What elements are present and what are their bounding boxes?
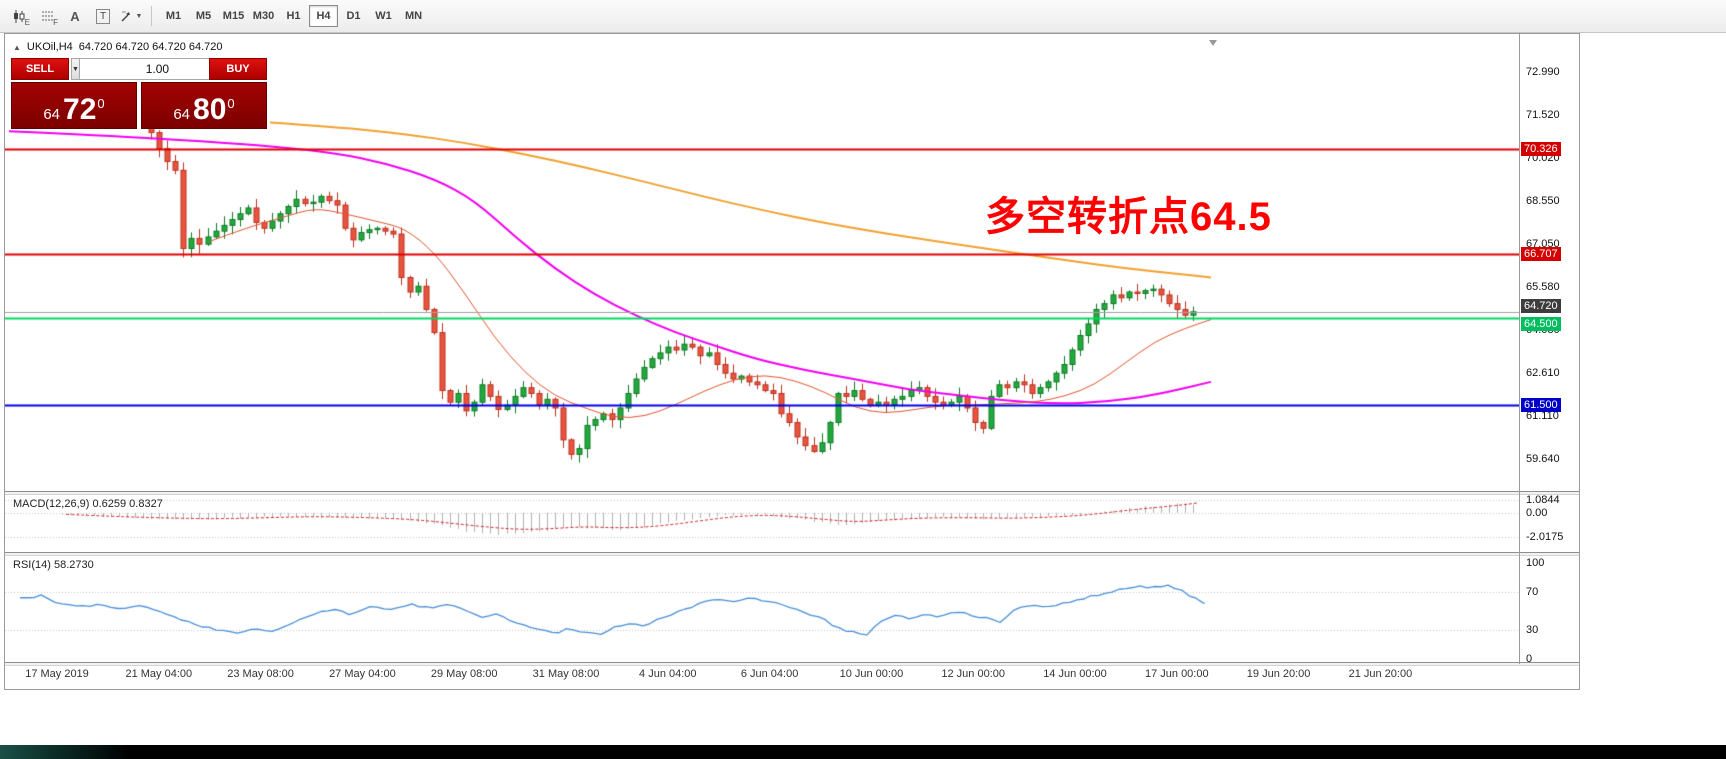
bid-price-box[interactable]: 64 72 0 (11, 82, 137, 129)
time-axis-label: 17 Jun 00:00 (1144, 668, 1209, 680)
icon-sub-label: E (24, 18, 30, 27)
bid-digits: 72 (63, 92, 97, 126)
toolbar: E F A T ▼ M1 M5 M15 M30 H1 H4 D1 W1 MN (0, 0, 1726, 33)
font-tool-icon[interactable]: A (62, 4, 88, 28)
bar-glyph (41, 11, 53, 20)
cursor-lines-glyph (121, 11, 130, 22)
price-tag-66.707: 66.707 (1521, 247, 1561, 262)
dropdown-caret-icon: ▼ (135, 12, 143, 20)
timeframe-button-d1[interactable]: D1 (339, 5, 368, 27)
ask-price-box[interactable]: 64 80 0 (141, 82, 267, 129)
candlestick-style-icon[interactable]: E (6, 4, 32, 28)
timeframe-group: M1 M5 M15 M30 H1 H4 D1 W1 MN (159, 5, 428, 27)
text-label-tool-icon[interactable]: T (90, 4, 116, 28)
candlestick-glyph (13, 9, 24, 23)
rsi-axis-label: 100 (1526, 557, 1545, 569)
price-axis-label: 68.550 (1526, 194, 1560, 207)
time-axis-label: 4 Jun 04:00 (639, 668, 697, 680)
price-axis-separator (1519, 34, 1520, 664)
rsi-indicator-label: RSI(14) 58.2730 (13, 559, 94, 571)
time-axis-label: 27 May 04:00 (329, 668, 396, 680)
timeframe-button-m5[interactable]: M5 (189, 5, 218, 27)
time-axis-label: 21 Jun 20:00 (1348, 668, 1413, 680)
price-tag-61.500: 61.500 (1521, 398, 1561, 413)
timeframe-button-h1[interactable]: H1 (279, 5, 308, 27)
macd-axis-label: -2.0175 (1526, 531, 1564, 543)
time-axis-label: 31 May 08:00 (532, 668, 600, 680)
timeframe-button-m30[interactable]: M30 (249, 5, 278, 27)
chart-header: ▲ UKOil,H4 64.720 64.720 64.720 64.720 (13, 41, 223, 53)
price-tag-64.500: 64.500 (1521, 317, 1561, 332)
macd-axis-label: 1.0844 (1526, 494, 1560, 506)
time-axis-label: 14 Jun 00:00 (1043, 668, 1107, 680)
time-axis-label: 10 Jun 00:00 (839, 668, 904, 680)
chart-shift-marker[interactable] (1209, 40, 1217, 46)
bottom-status-bar (0, 745, 1726, 759)
time-axis-label: 17 May 2019 (25, 668, 89, 680)
toolbar-separator (151, 6, 152, 26)
chart-tool-group: E F A T ▼ (6, 4, 144, 28)
price-axis-label: 65.580 (1526, 280, 1560, 293)
bid-point: 0 (97, 96, 105, 111)
timeframe-button-w1[interactable]: W1 (369, 5, 398, 27)
macd-pane-divider[interactable] (5, 491, 1579, 495)
bid-prefix: 64 (43, 106, 61, 123)
timeframe-button-h4[interactable]: H4 (309, 5, 338, 27)
time-axis-divider (5, 662, 1579, 666)
price-tag-64.720: 64.720 (1521, 298, 1561, 313)
volume-control: ▼ ▲ ▼ (71, 58, 243, 80)
chart-annotation-text: 多空转折点64.5 (985, 195, 1272, 239)
text-label-glyph: T (95, 8, 111, 24)
rsi-chart-canvas[interactable] (5, 556, 1519, 662)
macd-chart-canvas[interactable] (5, 495, 1519, 552)
timeframe-button-m15[interactable]: M15 (219, 5, 248, 27)
time-axis-label: 6 Jun 04:00 (740, 668, 799, 680)
one-click-trading-panel: SELL ▼ ▲ ▼ BUY 64 72 0 64 80 0 (11, 58, 267, 129)
ask-prefix: 64 (173, 106, 191, 123)
macd-indicator-label: MACD(12,26,9) 0.6259 0.8327 (13, 498, 163, 510)
timeframe-button-m1[interactable]: M1 (159, 5, 188, 27)
bar-style-icon[interactable]: F (34, 4, 60, 28)
volume-dropdown-button[interactable]: ▼ (71, 58, 80, 80)
time-axis-label: 19 Jun 20:00 (1246, 668, 1311, 680)
rsi-axis-label: 0 (1526, 653, 1533, 665)
buy-button[interactable]: BUY (209, 58, 267, 80)
time-axis-label: 23 May 08:00 (227, 668, 294, 680)
macd-axis-label: 0.00 (1526, 506, 1548, 519)
time-axis-label: 29 May 08:00 (430, 668, 498, 680)
ask-point: 0 (227, 96, 235, 111)
trade-panel-collapse-icon[interactable]: ▲ (13, 42, 21, 52)
icon-sub-label: F (53, 18, 58, 27)
ask-digits: 80 (193, 92, 227, 126)
time-axis-label: 21 May 04:00 (125, 668, 193, 680)
price-axis-label: 62.610 (1526, 366, 1560, 379)
price-axis-label: 59.640 (1526, 453, 1560, 465)
price-tag-70.326: 70.326 (1521, 142, 1561, 157)
sell-button[interactable]: SELL (11, 58, 69, 80)
timeframe-button-mn[interactable]: MN (399, 5, 428, 27)
time-axis-label: 12 Jun 00:00 (941, 668, 1005, 680)
symbol-period-label: UKOil,H4 (26, 41, 73, 53)
rsi-pane-divider[interactable] (5, 552, 1579, 556)
draw-tool-icon[interactable]: ▼ (118, 4, 144, 28)
rsi-axis-label: 70 (1526, 585, 1539, 598)
chart-window: ▲ UKOil,H4 64.720 64.720 64.720 64.720 S… (4, 33, 1580, 690)
price-axis-label: 61.110 (1526, 410, 1559, 423)
rsi-axis-label: 30 (1526, 624, 1539, 637)
price-axis-label: 71.520 (1526, 108, 1560, 121)
ohlc-values: 64.720 64.720 64.720 64.720 (78, 41, 223, 53)
price-axis-label: 72.990 (1526, 66, 1560, 78)
